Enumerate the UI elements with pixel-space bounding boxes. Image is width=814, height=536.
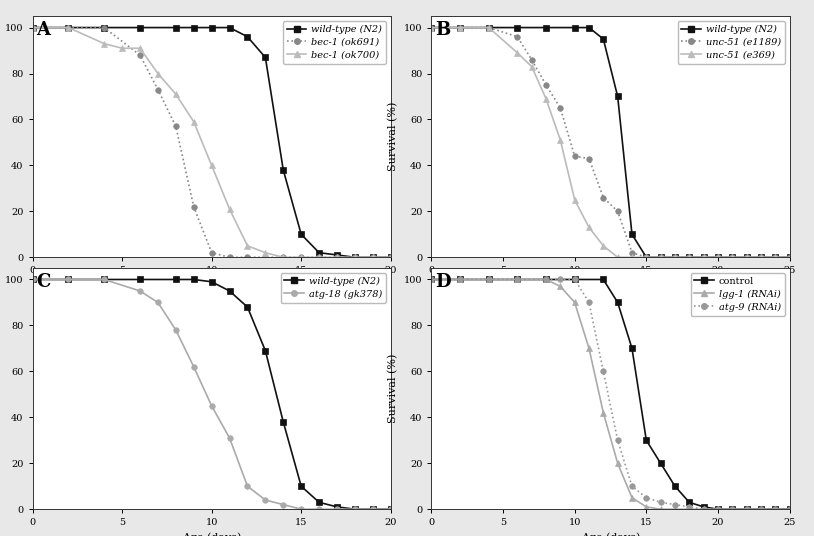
Legend: wild-type (N2), bec-1 (ok691), bec-1 (ok700): wild-type (N2), bec-1 (ok691), bec-1 (ok… bbox=[283, 21, 386, 64]
Text: A: A bbox=[36, 21, 50, 39]
X-axis label: Age (days): Age (days) bbox=[182, 281, 241, 292]
Legend: control, lgg-1 (RNAi), atg-9 (RNAi): control, lgg-1 (RNAi), atg-9 (RNAi) bbox=[690, 273, 785, 316]
Text: B: B bbox=[435, 21, 450, 39]
Legend: wild-type (N2), unc-51 (e1189), unc-51 (e369): wild-type (N2), unc-51 (e1189), unc-51 (… bbox=[677, 21, 785, 64]
Text: D: D bbox=[435, 273, 451, 291]
X-axis label: Age (days): Age (days) bbox=[581, 533, 640, 536]
X-axis label: Age (days): Age (days) bbox=[581, 281, 640, 292]
Y-axis label: Survival (%): Survival (%) bbox=[388, 102, 398, 172]
Text: C: C bbox=[36, 273, 50, 291]
Y-axis label: Survival (%): Survival (%) bbox=[388, 354, 398, 423]
Legend: wild-type (N2), atg-18 (gk378): wild-type (N2), atg-18 (gk378) bbox=[281, 273, 386, 303]
X-axis label: Age (days): Age (days) bbox=[182, 533, 241, 536]
